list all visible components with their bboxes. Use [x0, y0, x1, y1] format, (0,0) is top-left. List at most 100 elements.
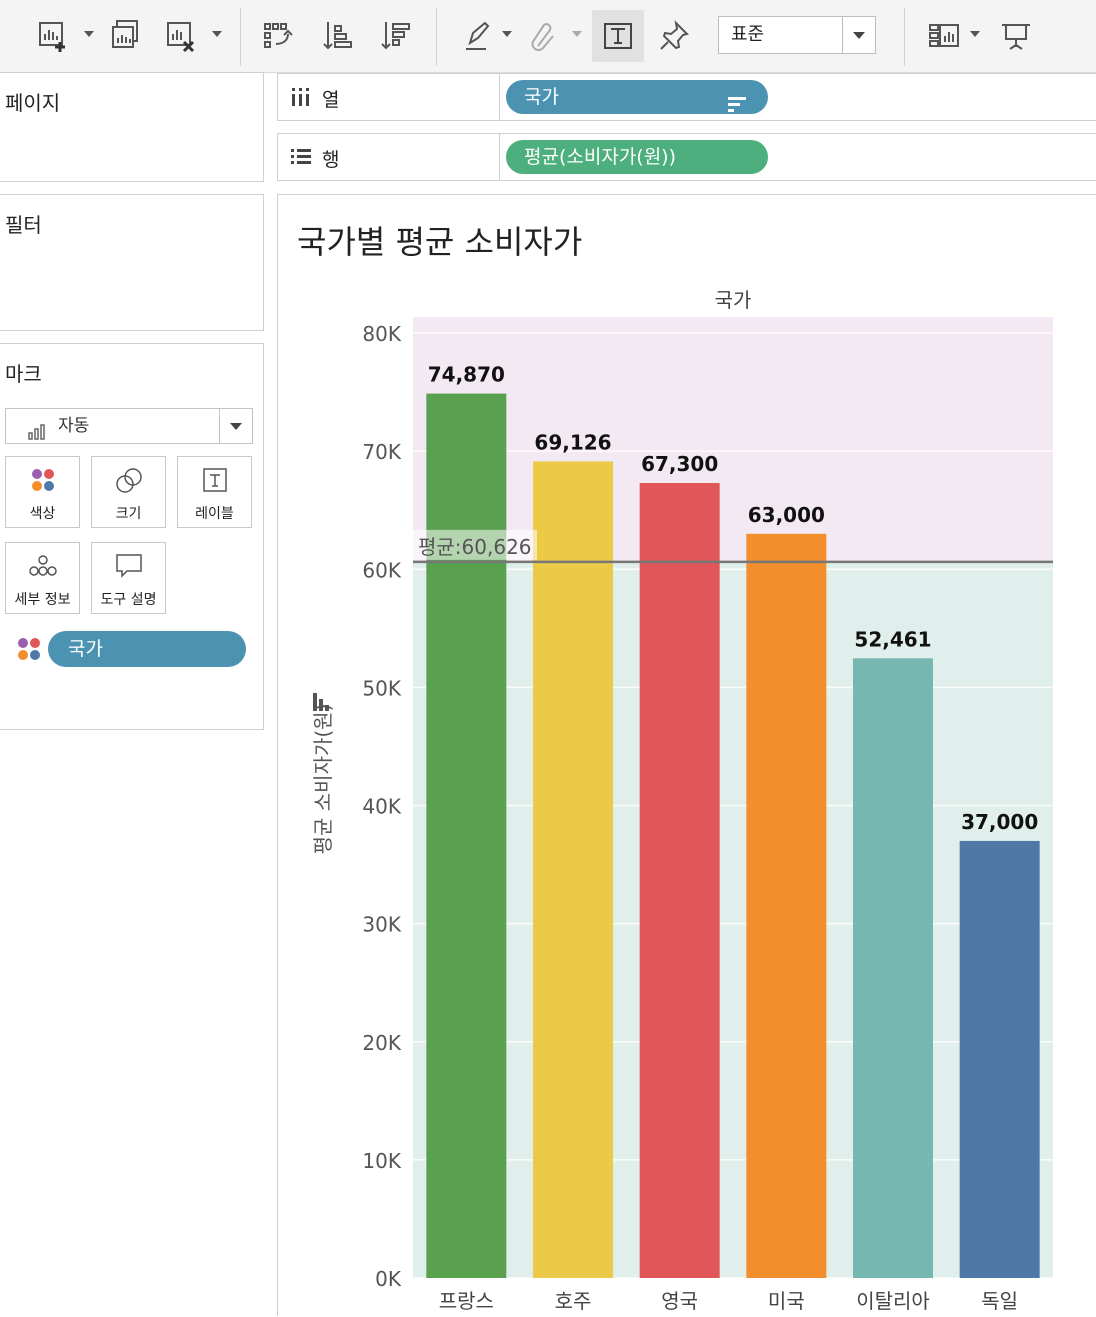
column-header: 국가	[715, 288, 752, 312]
data-label: 37,000	[961, 810, 1038, 834]
color-icon	[6, 467, 79, 493]
rows-field-pill[interactable]: 평균(소비자가(원))	[506, 140, 768, 174]
show-me-icon[interactable]	[920, 10, 968, 62]
swap-axes-icon[interactable]	[254, 10, 302, 62]
color-card-label: 색상	[29, 506, 56, 522]
marks-title: 마크	[5, 362, 42, 386]
columns-icon	[290, 86, 312, 112]
below-average-band	[413, 561, 1053, 1278]
clear-sheet-dropdown-icon[interactable]	[212, 31, 222, 37]
sort-descending-icon[interactable]	[370, 10, 418, 62]
category-label[interactable]: 프랑스	[439, 1289, 494, 1313]
automatic-mark-icon	[28, 418, 46, 452]
duplicate-sheet-icon[interactable]	[102, 10, 150, 62]
rows-label: 행	[322, 149, 340, 171]
average-line-group: 평균:60,626	[413, 529, 1053, 564]
data-label: 69,126	[534, 430, 611, 454]
data-label: 74,870	[428, 363, 505, 387]
bar[interactable]	[853, 658, 933, 1278]
tooltip-icon	[92, 553, 165, 579]
y-axis-title: 평균 소비자가(원)	[311, 704, 335, 855]
mark-type-value: 자동	[58, 416, 90, 436]
chevron-down-icon[interactable]	[230, 423, 242, 430]
text-label-icon	[178, 467, 251, 493]
rows-icon	[290, 146, 312, 172]
size-card[interactable]: 크기	[91, 456, 166, 528]
average-label-background	[413, 529, 537, 560]
bar[interactable]	[746, 533, 827, 1278]
detail-card[interactable]: 세부 정보	[5, 542, 80, 614]
toolbar: 표준	[0, 0, 1096, 73]
fit-select-value: 표준	[731, 24, 765, 45]
data-label: 63,000	[748, 503, 825, 527]
above-average-band	[413, 317, 1053, 562]
tooltip-card-label: 도구 설명	[100, 592, 157, 608]
toolbar-divider	[904, 8, 905, 66]
chart-title: 국가별 평균 소비자가	[297, 223, 583, 261]
labels: 74,870 69,126 67,300 63,000 52,461 37,000	[428, 363, 1039, 834]
detail-icon	[6, 553, 79, 579]
sort-descending-icon[interactable]	[728, 89, 748, 123]
y-tick-label: 30K	[362, 913, 401, 937]
columns-label: 열	[322, 89, 340, 111]
pages-title: 페이지	[5, 91, 61, 115]
select-divider	[842, 17, 843, 53]
group-dropdown-icon[interactable]	[572, 31, 582, 37]
columns-pill-label: 국가	[524, 86, 559, 108]
rows-shelf-header: 행	[278, 134, 500, 180]
average-label: 평균:60,626	[418, 535, 532, 559]
mark-type-select[interactable]: 자동	[5, 408, 253, 444]
columns-shelf-header: 열	[278, 74, 500, 120]
tooltip-card[interactable]: 도구 설명	[91, 542, 166, 614]
size-icon	[92, 467, 165, 495]
pin-icon[interactable]	[650, 10, 698, 62]
new-worksheet-icon[interactable]	[28, 10, 76, 62]
chevron-down-icon[interactable]	[853, 32, 865, 39]
size-card-label: 크기	[115, 506, 142, 522]
category-label[interactable]: 호주	[555, 1289, 592, 1313]
bar[interactable]	[959, 840, 1040, 1278]
gridlines	[413, 332, 1053, 1279]
y-tick-label: 10K	[362, 1149, 401, 1173]
color-field-pill[interactable]: 국가	[48, 631, 246, 667]
show-labels-icon[interactable]	[592, 10, 644, 62]
y-tick-label: 70K	[362, 440, 401, 464]
y-tick-label: 60K	[362, 558, 401, 582]
reference-bands	[413, 317, 1053, 1278]
bar[interactable]	[426, 393, 507, 1278]
columns-shelf[interactable]: 열 국가	[277, 73, 1096, 121]
sort-indicator-icon[interactable]	[313, 693, 329, 711]
color-icon	[17, 637, 41, 665]
highlight-dropdown-icon[interactable]	[502, 31, 512, 37]
show-me-dropdown-icon[interactable]	[970, 31, 980, 37]
fit-select[interactable]: 표준	[718, 16, 876, 54]
filters-panel[interactable]: 필터	[0, 194, 264, 331]
sort-ascending-icon[interactable]	[312, 10, 360, 62]
bar[interactable]	[533, 461, 613, 1279]
category-label[interactable]: 영국	[661, 1289, 698, 1313]
marks-panel: 마크 자동 색상 크기 레이블 세부 정보 도구 설명	[0, 343, 264, 730]
toolbar-divider	[240, 8, 241, 66]
highlight-icon[interactable]	[452, 10, 500, 62]
rows-shelf[interactable]: 행 평균(소비자가(원))	[277, 133, 1096, 181]
category-label[interactable]: 이탈리아	[856, 1289, 930, 1313]
group-icon[interactable]	[520, 10, 568, 62]
label-card[interactable]: 레이블	[177, 456, 252, 528]
color-card[interactable]: 색상	[5, 456, 80, 528]
category-label[interactable]: 미국	[768, 1289, 805, 1313]
presentation-icon[interactable]	[992, 10, 1040, 62]
x-axis-categories: 프랑스 호주 영국 미국 이탈리아 독일	[439, 1289, 1018, 1313]
category-label[interactable]: 독일	[981, 1289, 1018, 1313]
new-worksheet-dropdown-icon[interactable]	[84, 31, 94, 37]
y-tick-label: 20K	[362, 1031, 401, 1055]
clear-sheet-icon[interactable]	[156, 10, 204, 62]
chart-view: 평균:60,626 74,870 69,126 67,300 63,000 52,461…	[277, 194, 1096, 1316]
label-card-label: 레이블	[195, 506, 234, 522]
select-divider	[219, 409, 220, 443]
y-tick-label: 0K	[375, 1267, 402, 1291]
detail-card-label: 세부 정보	[14, 592, 71, 608]
y-tick-label: 40K	[362, 795, 401, 819]
bar[interactable]	[639, 483, 720, 1278]
y-tick-label: 50K	[362, 676, 401, 700]
columns-field-pill[interactable]: 국가	[506, 80, 768, 114]
